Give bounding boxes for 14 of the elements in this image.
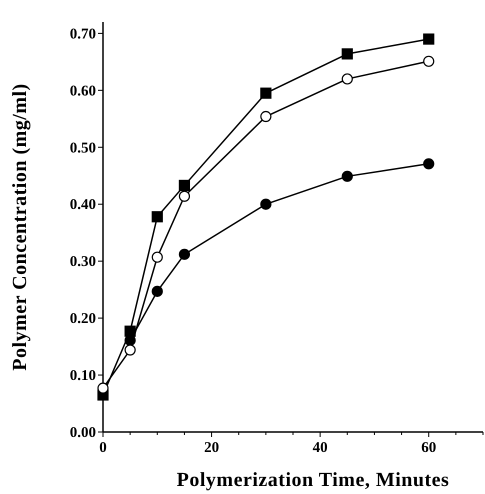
x-tick-label: 20 <box>204 440 220 456</box>
y-tick-label: 0.10 <box>70 368 96 384</box>
y-tick-label: 0.60 <box>70 83 96 100</box>
x-tick-label: 60 <box>421 440 436 456</box>
x-axis-title: Polymerization Time, Minutes <box>176 469 450 491</box>
y-axis-title: Polymer Concentration (mg/ml) <box>9 83 31 371</box>
y-tick-label: 0.30 <box>70 254 96 270</box>
y-tick-label: 0.50 <box>70 140 96 156</box>
y-tick-label: 0.00 <box>70 425 96 441</box>
x-tick-label: 40 <box>312 440 328 456</box>
y-tick-label: 0.70 <box>70 26 96 42</box>
x-tick-label: 0 <box>99 440 107 456</box>
y-tick-label: 0.20 <box>70 311 96 328</box>
y-tick-label: 0.40 <box>70 197 96 214</box>
